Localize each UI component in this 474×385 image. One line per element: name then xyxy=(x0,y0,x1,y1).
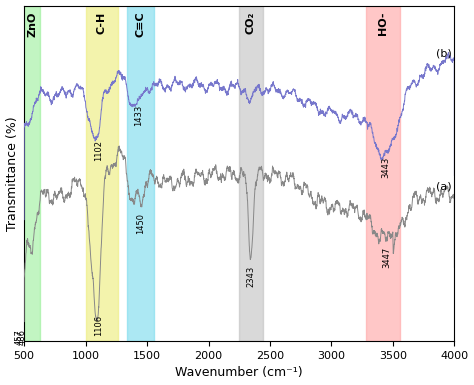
Bar xyxy=(24,5,40,341)
Text: 1433: 1433 xyxy=(134,105,143,126)
Bar xyxy=(366,5,400,341)
Bar xyxy=(86,5,118,341)
X-axis label: Wavenumber (cm⁻¹): Wavenumber (cm⁻¹) xyxy=(175,367,303,380)
Text: HO-: HO- xyxy=(378,12,388,35)
Text: 3447: 3447 xyxy=(382,247,391,268)
Text: 1106: 1106 xyxy=(94,315,103,336)
Text: CO₂: CO₂ xyxy=(246,12,256,34)
Y-axis label: Transmittance (%): Transmittance (%) xyxy=(6,116,18,231)
Text: C≡C: C≡C xyxy=(136,12,146,37)
Text: (b): (b) xyxy=(436,49,452,59)
Text: 457: 457 xyxy=(14,330,23,345)
Text: 1102: 1102 xyxy=(94,140,102,161)
Bar xyxy=(239,5,263,341)
Text: 486: 486 xyxy=(18,330,27,345)
Bar xyxy=(128,5,155,341)
Text: (a): (a) xyxy=(436,181,452,191)
Text: C-H: C-H xyxy=(97,12,107,33)
Text: 3443: 3443 xyxy=(382,157,391,178)
Text: 2343: 2343 xyxy=(246,266,255,287)
Text: 1450: 1450 xyxy=(137,213,146,234)
Text: ZnO: ZnO xyxy=(27,12,37,37)
